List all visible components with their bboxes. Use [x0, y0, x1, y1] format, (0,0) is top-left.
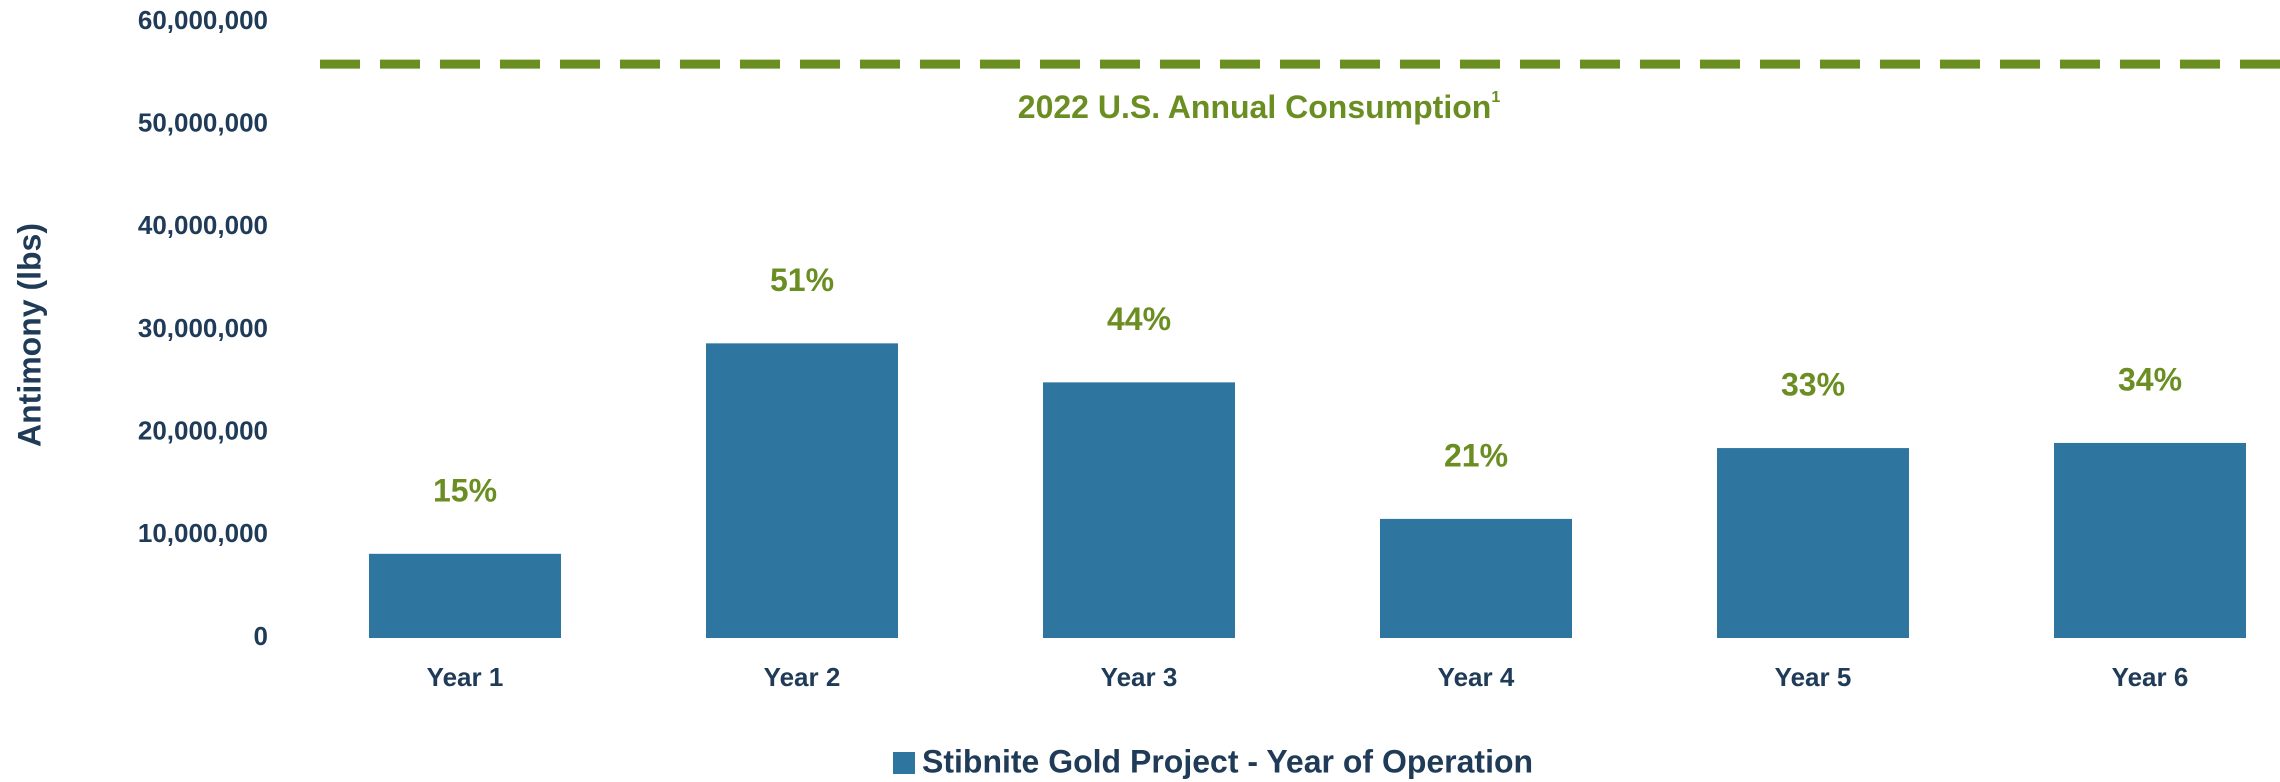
y-tick-label: 30,000,000	[138, 313, 268, 343]
y-axis-label: Antimony (lbs)	[11, 223, 47, 447]
data-label: 33%	[1781, 367, 1845, 403]
y-tick-label: 60,000,000	[138, 5, 268, 35]
reference-footnote: 1	[1491, 89, 1500, 106]
x-tick-label: Year 4	[1438, 662, 1515, 692]
data-label: 21%	[1444, 437, 1508, 473]
x-tick-label: Year 3	[1101, 662, 1178, 692]
x-tick-label: Year 2	[764, 662, 841, 692]
bar	[1043, 382, 1235, 638]
y-tick-label: 40,000,000	[138, 210, 268, 240]
data-label: 34%	[2118, 361, 2182, 397]
legend-swatch	[893, 752, 915, 774]
bar	[369, 553, 561, 638]
data-label: 51%	[770, 262, 834, 298]
reference-label: 2022 U.S. Annual Consumption1	[1018, 89, 1501, 125]
reference-label-text: 2022 U.S. Annual Consumption	[1018, 89, 1492, 125]
y-tick-label: 20,000,000	[138, 416, 268, 446]
bar	[1380, 518, 1572, 638]
y-tick-label: 50,000,000	[138, 108, 268, 138]
bar	[706, 343, 898, 638]
bar	[2054, 442, 2246, 638]
bar	[1717, 448, 1909, 638]
data-label: 44%	[1107, 301, 1171, 337]
x-tick-label: Year 6	[2112, 662, 2189, 692]
legend-label: Stibnite Gold Project - Year of Operatio…	[922, 743, 1533, 779]
x-tick-label: Year 5	[1775, 662, 1852, 692]
y-tick-label: 10,000,000	[138, 518, 268, 548]
y-tick-label: 0	[254, 621, 268, 651]
x-tick-label: Year 1	[427, 662, 504, 692]
data-label: 15%	[433, 472, 497, 508]
